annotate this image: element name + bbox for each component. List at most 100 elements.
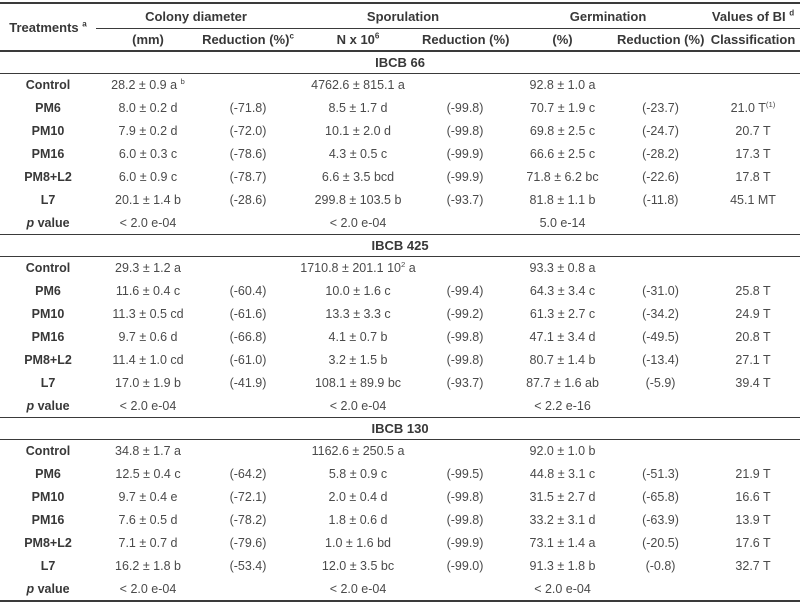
table-row: p value < 2.0 e-04 < 2.0 e-04 < 2.0 e-04 [0, 578, 800, 601]
data-cell: (-71.8) [229, 101, 267, 115]
data-cell: 12.5 ± 0.4 c [115, 467, 181, 481]
data-cell: (-99.9) [446, 147, 484, 161]
data-cell: (-99.8) [446, 124, 484, 138]
data-cell: 31.5 ± 2.7 d [529, 490, 596, 504]
data-cell: (-93.7) [446, 376, 484, 390]
data-cell: 7.1 ± 0.7 d [118, 536, 178, 550]
row-label: PM10 [31, 307, 65, 321]
data-cell: < 2.0 e-04 [329, 581, 387, 596]
header-sporulation-reduction: Reduction (%) [420, 28, 511, 52]
data-cell: 28.2 ± 0.9 a b [111, 77, 185, 93]
data-cell: 5.8 ± 0.9 c [328, 467, 388, 481]
data-cell: (-93.7) [446, 193, 484, 207]
data-cell: < 2.0 e-04 [329, 215, 387, 230]
section-header-row: IBCB 130 [0, 417, 800, 440]
data-cell: 80.7 ± 1.4 b [529, 353, 596, 367]
section-header-row: IBCB 66 [0, 50, 800, 74]
data-cell: (-99.0) [446, 559, 484, 573]
table-row: PM8+L2 7.1 ± 0.7 d (-79.6) 1.0 ± 1.6 bd (-99… [0, 532, 800, 555]
table-body: IBCB 66 Control 28.2 ± 0.9 a b 4762.6 ± 815… [0, 50, 800, 601]
data-cell: 73.1 ± 1.4 a [529, 536, 596, 550]
data-cell: (-99.4) [446, 284, 484, 298]
data-cell: 87.7 ± 1.6 ab [526, 376, 599, 390]
data-cell [200, 257, 296, 280]
data-cell: 6.0 ± 0.3 c [118, 147, 178, 161]
table-row: PM16 6.0 ± 0.3 c (-78.6) 4.3 ± 0.5 c (-99.9)… [0, 143, 800, 166]
table-row: PM6 12.5 ± 0.4 c (-64.2) 5.8 ± 0.9 c (-99.5)… [0, 463, 800, 486]
table-row: PM10 7.9 ± 0.2 d (-72.0) 10.1 ± 2.0 d (-99.8… [0, 120, 800, 143]
row-label: L7 [40, 193, 56, 207]
table-row: PM6 8.0 ± 0.2 d (-71.8) 8.5 ± 1.7 d (-99.8) 7… [0, 97, 800, 120]
data-cell: 92.0 ± 1.0 b [529, 444, 596, 459]
data-cell: 16.2 ± 1.8 b [115, 559, 181, 573]
section-title: IBCB 130 [0, 417, 800, 440]
table-row: PM16 9.7 ± 0.6 d (-66.8) 4.1 ± 0.7 b (-99.8)… [0, 326, 800, 349]
data-cell [420, 74, 510, 97]
data-cell [200, 212, 296, 235]
header-colony-mm: (mm) [96, 28, 200, 52]
table-row: Control 34.8 ± 1.7 a 1162.6 ± 250.5 a 92.0 … [0, 440, 800, 463]
data-cell: 1.0 ± 1.6 bd [325, 536, 391, 550]
data-cell: 4.3 ± 0.5 c [328, 147, 388, 161]
data-cell: 3.2 ± 1.5 b [328, 353, 388, 367]
data-cell: 66.6 ± 2.5 c [529, 147, 596, 161]
data-cell: (-99.8) [446, 353, 484, 367]
row-label: PM6 [35, 284, 61, 298]
data-cell [420, 257, 510, 280]
data-cell: 20.1 ± 1.4 b [115, 193, 181, 207]
data-cell: 27.1 T [735, 353, 771, 367]
data-cell: 11.6 ± 0.4 c [115, 284, 181, 298]
data-cell: (-79.6) [229, 536, 267, 550]
row-label: Control [25, 261, 71, 276]
table-row: L7 16.2 ± 1.8 b (-53.4) 12.0 ± 3.5 bc (-99.0… [0, 555, 800, 578]
data-cell: 92.8 ± 1.0 a [529, 78, 596, 93]
data-cell [706, 257, 800, 280]
data-cell: (-34.2) [642, 307, 679, 321]
row-label: PM6 [35, 101, 61, 115]
header-group-row: Treatments a Colony diameter Sporulation… [0, 3, 800, 52]
data-cell: < 2.0 e-04 [119, 398, 177, 413]
data-cell: 21.9 T [735, 467, 771, 481]
data-cell: (-31.0) [642, 284, 679, 298]
data-cell: (-65.8) [642, 490, 679, 504]
data-cell: 12.0 ± 3.5 bc [321, 559, 395, 573]
row-label: PM10 [31, 124, 65, 138]
table-row: Control 29.3 ± 1.2 a 1710.8 ± 201.1 102 a 9… [0, 257, 800, 280]
data-cell: < 2.0 e-04 [534, 581, 591, 596]
data-cell: 24.9 T [735, 307, 771, 321]
data-cell: 25.8 T [735, 284, 771, 298]
data-cell: 13.9 T [735, 513, 771, 527]
data-cell: 17.3 T [735, 147, 771, 161]
data-cell: (-28.2) [642, 147, 679, 161]
data-cell: (-49.5) [642, 330, 679, 344]
row-label: L7 [40, 376, 56, 390]
data-cell: 299.8 ± 103.5 b [314, 193, 402, 207]
data-cell: (-20.5) [642, 536, 679, 550]
table-row: PM16 7.6 ± 0.5 d (-78.2) 1.8 ± 0.6 d (-99.8)… [0, 509, 800, 532]
data-cell: (-99.9) [446, 170, 484, 184]
data-cell: 11.3 ± 0.5 cd [112, 307, 184, 321]
data-cell: (-5.9) [645, 376, 676, 390]
data-cell: 1710.8 ± 201.1 102 a [300, 260, 416, 276]
data-cell: (-78.2) [229, 513, 267, 527]
data-cell: (-99.9) [446, 536, 484, 550]
row-label: PM6 [35, 467, 61, 481]
data-cell: (-72.0) [229, 124, 267, 138]
data-cell: 69.8 ± 2.5 c [529, 124, 596, 138]
data-cell: (-99.5) [446, 467, 484, 481]
data-cell: (-78.7) [229, 170, 267, 184]
table-row: p value < 2.0 e-04 < 2.0 e-04 < 2.2 e-16 [0, 395, 800, 418]
data-cell: < 2.0 e-04 [119, 215, 177, 230]
data-cell [706, 74, 800, 97]
table-row: L7 17.0 ± 1.9 b (-41.9) 108.1 ± 89.9 bc (-93… [0, 372, 800, 395]
data-cell: (-63.9) [642, 513, 679, 527]
data-cell: (-23.7) [642, 101, 679, 115]
header-germination-reduction: Reduction (%) [615, 28, 707, 52]
data-cell [200, 578, 296, 601]
data-cell: (-99.2) [446, 307, 484, 321]
header-group-sporulation: Sporulation [296, 3, 511, 29]
data-cell: < 2.0 e-04 [329, 398, 387, 413]
data-cell: 33.2 ± 3.1 d [529, 513, 596, 527]
data-cell [420, 212, 510, 235]
